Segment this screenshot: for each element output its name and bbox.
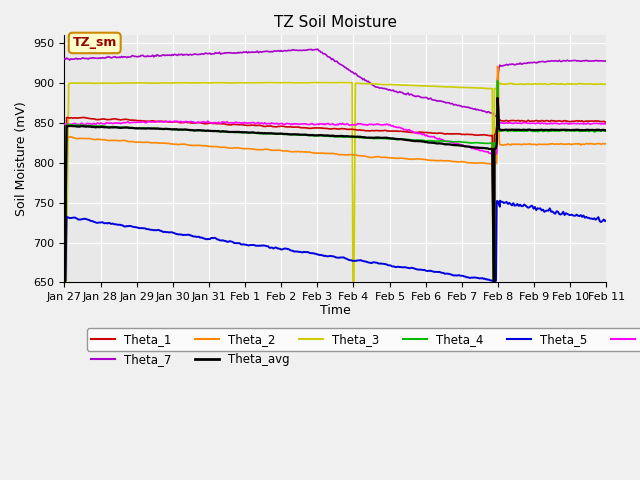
Theta_1 [61, 388, 68, 394]
Theta_2 [61, 400, 68, 406]
Theta_1 [603, 119, 611, 125]
Line: Theta_7: Theta_7 [65, 49, 607, 117]
Theta_2 [556, 141, 563, 147]
Theta_1 [124, 117, 132, 122]
Theta_1 [343, 126, 351, 132]
Theta_2 [123, 138, 131, 144]
Theta_avg [470, 144, 478, 150]
Theta_7 [61, 56, 68, 62]
Theta_7 [343, 66, 351, 72]
Theta_avg [493, 95, 501, 101]
Theta_6 [236, 120, 244, 126]
Theta_4 [61, 392, 68, 398]
Line: Theta_2: Theta_2 [65, 66, 607, 419]
Theta_avg [235, 129, 243, 135]
Theta_2 [461, 159, 469, 165]
Theta_avg [491, 342, 499, 348]
Theta_2 [491, 416, 499, 421]
Theta_4 [556, 128, 563, 134]
Theta_2 [235, 145, 243, 151]
Theta_7 [603, 58, 611, 64]
Y-axis label: Soil Moisture (mV): Soil Moisture (mV) [15, 101, 28, 216]
Theta_3 [310, 80, 318, 85]
Theta_5 [554, 209, 562, 215]
Theta_1 [463, 132, 470, 137]
Theta_avg [61, 325, 68, 331]
Theta_2 [470, 160, 478, 166]
Line: Theta_4: Theta_4 [65, 81, 607, 406]
Theta_7 [471, 106, 479, 112]
Theta_7 [314, 46, 321, 52]
Theta_3 [463, 85, 470, 91]
Theta_1 [556, 118, 563, 123]
Title: TZ Soil Moisture: TZ Soil Moisture [274, 15, 397, 30]
Theta_avg [461, 144, 469, 149]
Theta_7 [556, 58, 563, 63]
Line: Theta_5: Theta_5 [65, 201, 607, 281]
Theta_5 [461, 274, 469, 279]
Theta_1 [236, 122, 244, 128]
Theta_4 [603, 129, 611, 134]
Theta_avg [342, 133, 349, 139]
Theta_2 [603, 141, 611, 146]
Legend: Theta_7, Theta_avg: Theta_7, Theta_avg [86, 348, 295, 371]
Theta_1 [471, 132, 479, 138]
Theta_3 [554, 81, 562, 87]
Theta_5 [603, 217, 611, 223]
Theta_3 [471, 85, 479, 91]
Theta_6 [556, 121, 563, 127]
Theta_4 [491, 403, 499, 409]
Theta_2 [493, 63, 501, 69]
Theta_3 [61, 439, 68, 445]
Theta_3 [235, 80, 243, 86]
Theta_4 [470, 140, 478, 145]
Theta_5 [61, 278, 68, 284]
Theta_1 [80, 115, 88, 120]
Theta_2 [342, 152, 349, 158]
Theta_6 [491, 151, 499, 157]
Theta_6 [343, 121, 351, 127]
Theta_avg [123, 125, 131, 131]
Theta_5 [342, 256, 349, 262]
Theta_4 [461, 140, 469, 145]
Line: Theta_avg: Theta_avg [65, 98, 607, 345]
Theta_5 [123, 223, 131, 229]
Theta_6 [123, 120, 131, 125]
Theta_5 [235, 240, 243, 246]
Line: Theta_1: Theta_1 [65, 118, 607, 401]
Theta_avg [556, 127, 563, 133]
Line: Theta_6: Theta_6 [65, 121, 607, 154]
Theta_5 [496, 198, 504, 204]
Theta_avg [603, 127, 611, 133]
Theta_4 [123, 124, 131, 130]
Theta_4 [493, 78, 501, 84]
Theta_6 [471, 146, 479, 152]
Theta_7 [492, 114, 500, 120]
Theta_3 [343, 80, 351, 85]
Theta_6 [170, 118, 178, 124]
Theta_5 [470, 275, 478, 280]
Theta_4 [342, 134, 349, 140]
X-axis label: Time: Time [320, 303, 351, 317]
Line: Theta_3: Theta_3 [65, 83, 607, 442]
Theta_7 [463, 104, 470, 110]
Theta_4 [235, 130, 243, 135]
Text: TZ_sm: TZ_sm [72, 36, 117, 49]
Theta_1 [491, 398, 499, 404]
Theta_3 [123, 80, 131, 86]
Theta_6 [603, 120, 611, 126]
Theta_6 [61, 121, 68, 127]
Theta_7 [235, 50, 243, 56]
Theta_7 [123, 55, 131, 60]
Theta_6 [463, 144, 470, 149]
Theta_3 [603, 81, 611, 87]
